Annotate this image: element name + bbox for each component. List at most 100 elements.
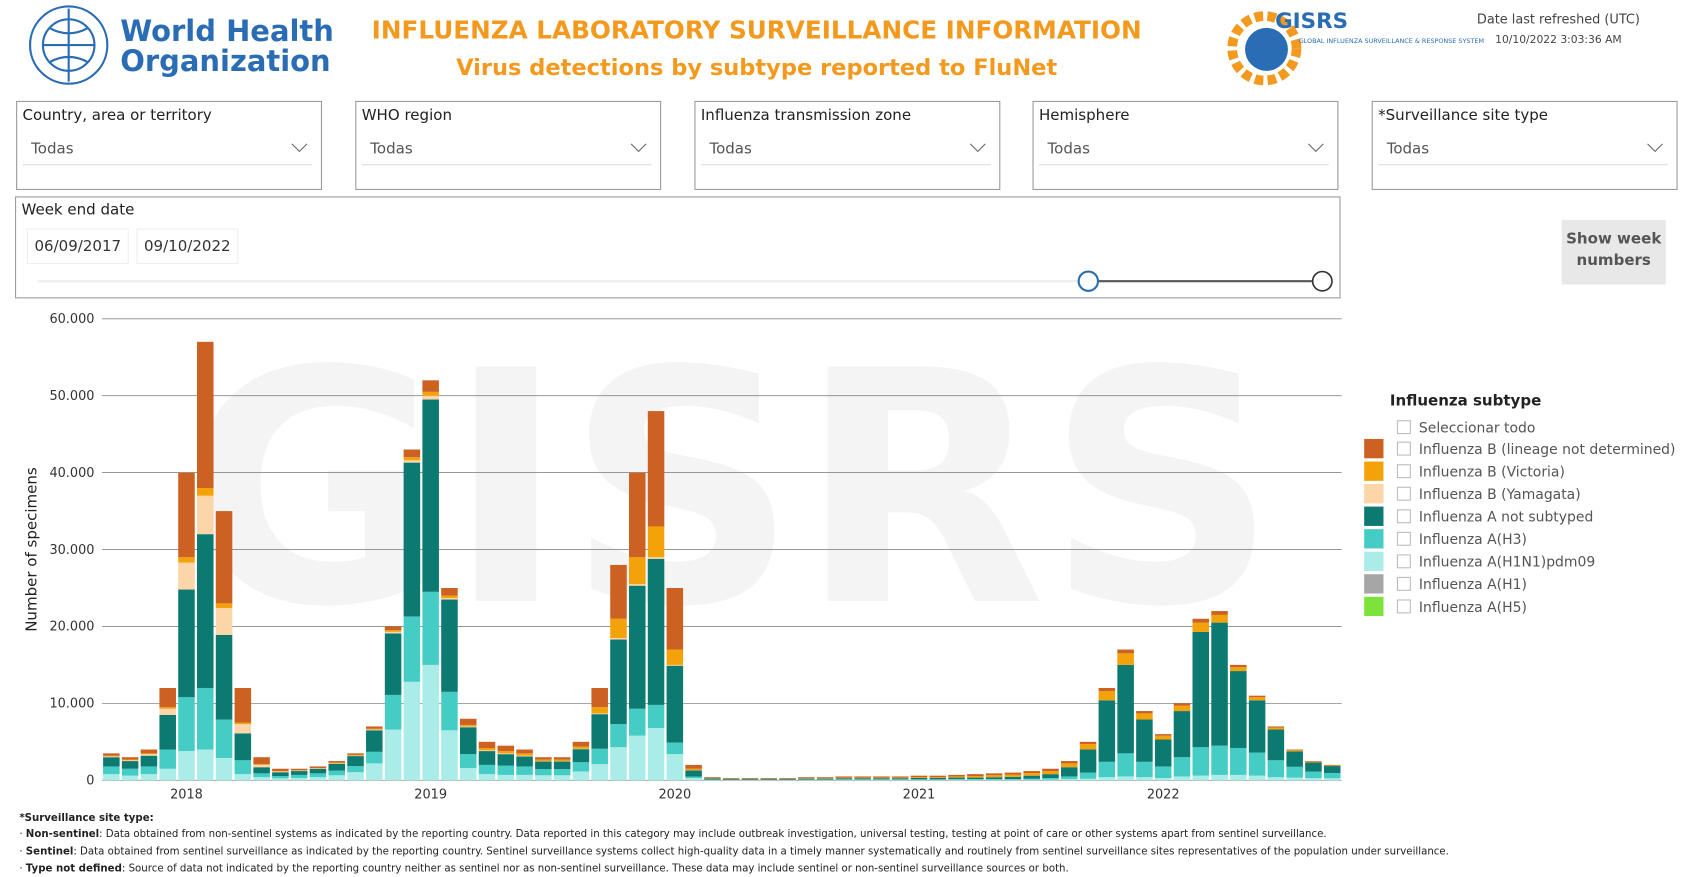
bar-segment	[1211, 622, 1228, 746]
bar-segment	[197, 534, 214, 688]
bar-segment	[1136, 761, 1153, 778]
checkbox[interactable]	[1396, 441, 1411, 456]
legend-select-all[interactable]: Seleccionar todo	[1419, 421, 1536, 437]
bar-segment	[647, 411, 665, 527]
bar-segment	[178, 557, 195, 563]
checkbox[interactable]	[1396, 531, 1411, 546]
bar-segment	[572, 762, 590, 772]
bar-segment	[159, 707, 176, 709]
legend-swatch	[1364, 461, 1384, 481]
bar-segment	[666, 754, 684, 781]
checkbox[interactable]	[1396, 576, 1411, 591]
bar-segment	[1136, 713, 1153, 720]
start-date[interactable]: 06/09/2017	[26, 228, 129, 265]
checkbox[interactable]	[1396, 486, 1411, 501]
bar-segment	[779, 777, 796, 779]
bar-segment	[610, 747, 627, 781]
bar-segment	[1230, 747, 1247, 775]
bar-segment	[1173, 776, 1191, 781]
bar-segment	[572, 741, 590, 747]
dropdown[interactable]: Todas	[22, 134, 313, 166]
bar-segment	[1061, 763, 1078, 768]
checkbox[interactable]	[1396, 509, 1411, 524]
bar-segment	[948, 779, 965, 780]
bar-segment	[178, 697, 195, 752]
bar-segment	[910, 777, 928, 780]
bar-segment	[328, 763, 346, 771]
bar-segment	[215, 603, 233, 608]
bar-segment	[403, 616, 421, 682]
bar-segment	[403, 460, 421, 463]
bar-segment	[140, 766, 158, 775]
checkbox[interactable]	[1396, 464, 1411, 479]
bar-segment	[215, 607, 233, 635]
gisrs-name: GISRS	[1275, 9, 1348, 34]
filter: *Surveillance site type Todas	[1371, 100, 1678, 190]
bar-segment	[1248, 775, 1266, 781]
bar-segment	[985, 779, 1003, 780]
bar-segment	[948, 777, 965, 780]
bar-segment	[629, 585, 646, 709]
bar-segment	[459, 754, 477, 768]
slider[interactable]	[16, 264, 1339, 296]
checkbox[interactable]	[1396, 554, 1411, 569]
y-tick-label: 50.000	[49, 389, 94, 404]
checkbox[interactable]	[1396, 599, 1411, 614]
bar-segment	[253, 773, 270, 778]
bar-segment	[1004, 772, 1022, 775]
bar-segment	[328, 770, 346, 776]
legend-label: Influenza A(H5)	[1419, 600, 1527, 616]
bar-segment	[1098, 777, 1116, 781]
bar-segment	[835, 778, 853, 780]
bar-segment	[1267, 760, 1285, 778]
filter: WHO region Todas	[355, 100, 662, 190]
bar-segment	[197, 341, 214, 488]
dropdown[interactable]: Todas	[361, 134, 652, 166]
bar-segment	[272, 776, 289, 779]
bar-segment	[459, 727, 477, 755]
dropdown[interactable]: Todas	[700, 134, 991, 166]
bar-segment	[798, 777, 815, 779]
bar-segment	[159, 749, 176, 769]
bar-segment	[1192, 631, 1210, 748]
bar-segment	[234, 687, 252, 723]
bar-segment	[441, 587, 458, 596]
footnote-text: : Data obtained from sentinel surveillan…	[73, 845, 1449, 858]
bar-segment	[948, 774, 965, 777]
bar-segment	[121, 761, 139, 769]
bar-segment	[497, 765, 515, 775]
end-date[interactable]: 09/10/2022	[136, 228, 239, 265]
bar-segment	[1154, 735, 1172, 740]
bar-segment	[1267, 726, 1285, 728]
bar-segment	[535, 759, 552, 762]
bar-segment	[384, 630, 402, 632]
bar-segment	[967, 776, 984, 778]
show-week-numbers-button[interactable]: Show week numbers	[1561, 220, 1666, 285]
dropdown[interactable]: Todas	[1038, 134, 1329, 166]
bar-segment	[891, 776, 909, 778]
bar-segment	[1192, 618, 1210, 623]
bar-segment	[891, 778, 909, 780]
bar-segment	[666, 587, 684, 650]
bar-segment	[290, 768, 308, 771]
bar-segment	[516, 755, 533, 757]
bar-segment	[1323, 772, 1341, 779]
bar-segment	[328, 761, 346, 763]
bar-segment	[967, 779, 984, 780]
bar-segment	[1042, 768, 1059, 772]
bar-segment	[760, 778, 778, 780]
bar-segment	[967, 774, 984, 777]
checkbox[interactable]	[1396, 420, 1411, 435]
legend-swatch	[1364, 551, 1384, 571]
dropdown-value: Todas	[1047, 140, 1090, 158]
bar-segment	[891, 777, 909, 779]
bar-segment	[1079, 744, 1097, 750]
bar-segment	[835, 777, 853, 779]
bar-segment	[347, 753, 364, 755]
bar-segment	[948, 779, 965, 781]
bar-segment	[478, 764, 496, 775]
bar-segment	[366, 730, 383, 752]
dropdown[interactable]: Todas	[1378, 134, 1668, 166]
bar-segment	[459, 718, 477, 725]
org-name: Organization	[120, 44, 330, 78]
